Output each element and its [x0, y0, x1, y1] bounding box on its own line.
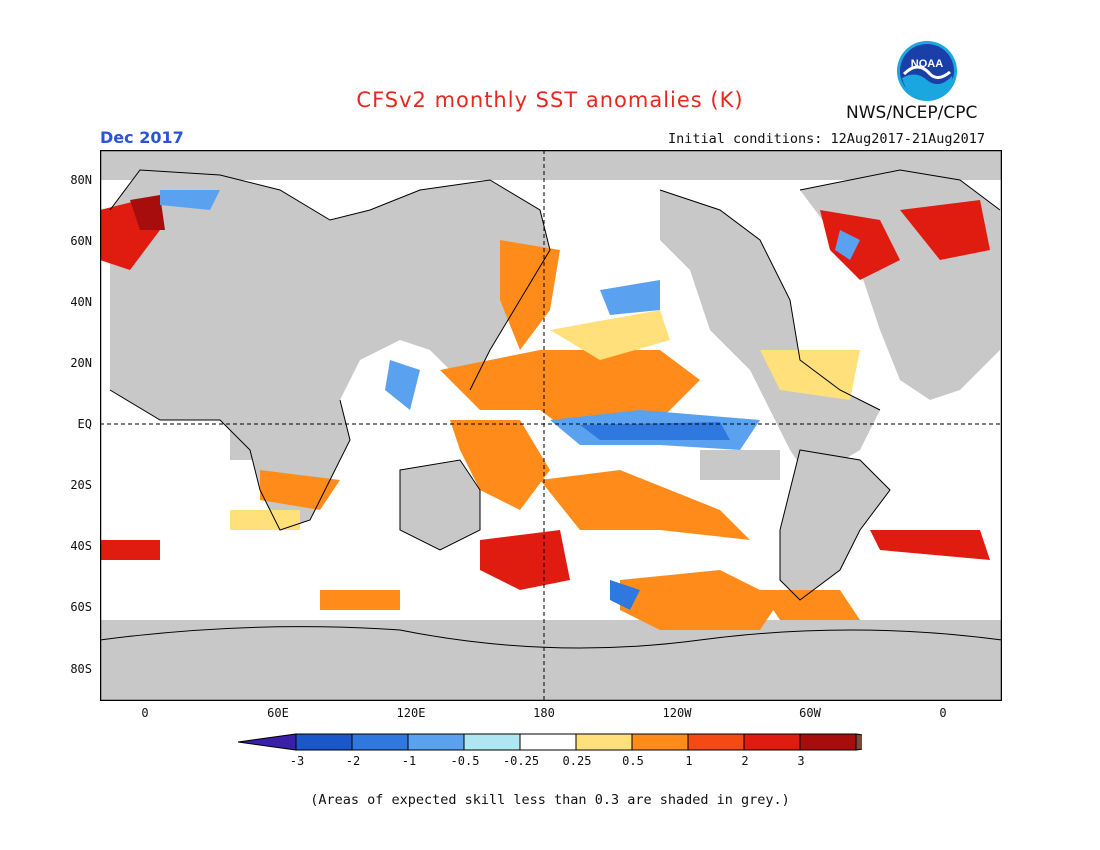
- colorbar-cell: [631, 733, 689, 751]
- colorbar-cell: [799, 733, 857, 751]
- colorbar-label: -0.5: [450, 754, 480, 768]
- coastlines: [100, 169, 1002, 649]
- colorbar-label: -0.25: [502, 754, 540, 768]
- colorbar-label: 3: [797, 754, 805, 768]
- forecast-period: Dec 2017: [100, 128, 184, 147]
- lon-label: 0: [141, 706, 149, 720]
- lat-label: 80S: [70, 662, 92, 676]
- lat-label: 20S: [70, 478, 92, 492]
- colorbar-label: 1: [685, 754, 693, 768]
- colorbar-max-arrow: [855, 733, 862, 751]
- initial-conditions: Initial conditions: 12Aug2017-21Aug2017: [668, 131, 985, 147]
- sst-anomaly-map: [100, 150, 1002, 701]
- lat-label: 20N: [70, 356, 92, 370]
- colorbar-cell: [295, 733, 353, 751]
- lat-label: 60S: [70, 600, 92, 614]
- colorbar-label: -2: [345, 754, 361, 768]
- cool-anomalies: [160, 190, 860, 610]
- lon-label: 0: [939, 706, 947, 720]
- colorbar-label: -1: [401, 754, 417, 768]
- lat-label: 80N: [70, 173, 92, 187]
- noaa-logo: NOAA: [896, 40, 958, 106]
- colorbar-cell: [463, 733, 521, 751]
- colorbar-cell: [519, 733, 577, 751]
- lon-label: 120E: [396, 706, 426, 720]
- footnote: (Areas of expected skill less than 0.3 a…: [310, 792, 790, 808]
- agency-label: NWS/NCEP/CPC: [846, 103, 978, 123]
- colorbar-cell: [407, 733, 465, 751]
- colorbar-cell: [687, 733, 745, 751]
- colorbar-min-arrow: [238, 733, 297, 751]
- lat-label: 40N: [70, 295, 92, 309]
- chart-title: CFSv2 monthly SST anomalies (K): [356, 88, 744, 112]
- lat-label: EQ: [77, 417, 92, 431]
- colorbar-cell: [351, 733, 409, 751]
- logo-text: NOAA: [911, 58, 943, 70]
- colorbar-label: 0.25: [562, 754, 592, 768]
- lat-label: 40S: [70, 539, 92, 553]
- colorbar-cell: [575, 733, 633, 751]
- colorbar-label: 2: [741, 754, 749, 768]
- colorbar: [238, 733, 862, 751]
- lon-label: 60E: [267, 706, 289, 720]
- colorbar-cell: [743, 733, 801, 751]
- colorbar-label: 0.5: [622, 754, 644, 768]
- lat-label: 60N: [70, 234, 92, 248]
- lon-label: 60W: [799, 706, 821, 720]
- lon-label: 120W: [662, 706, 692, 720]
- colorbar-label: -3: [289, 754, 305, 768]
- lon-label: 180: [533, 706, 555, 720]
